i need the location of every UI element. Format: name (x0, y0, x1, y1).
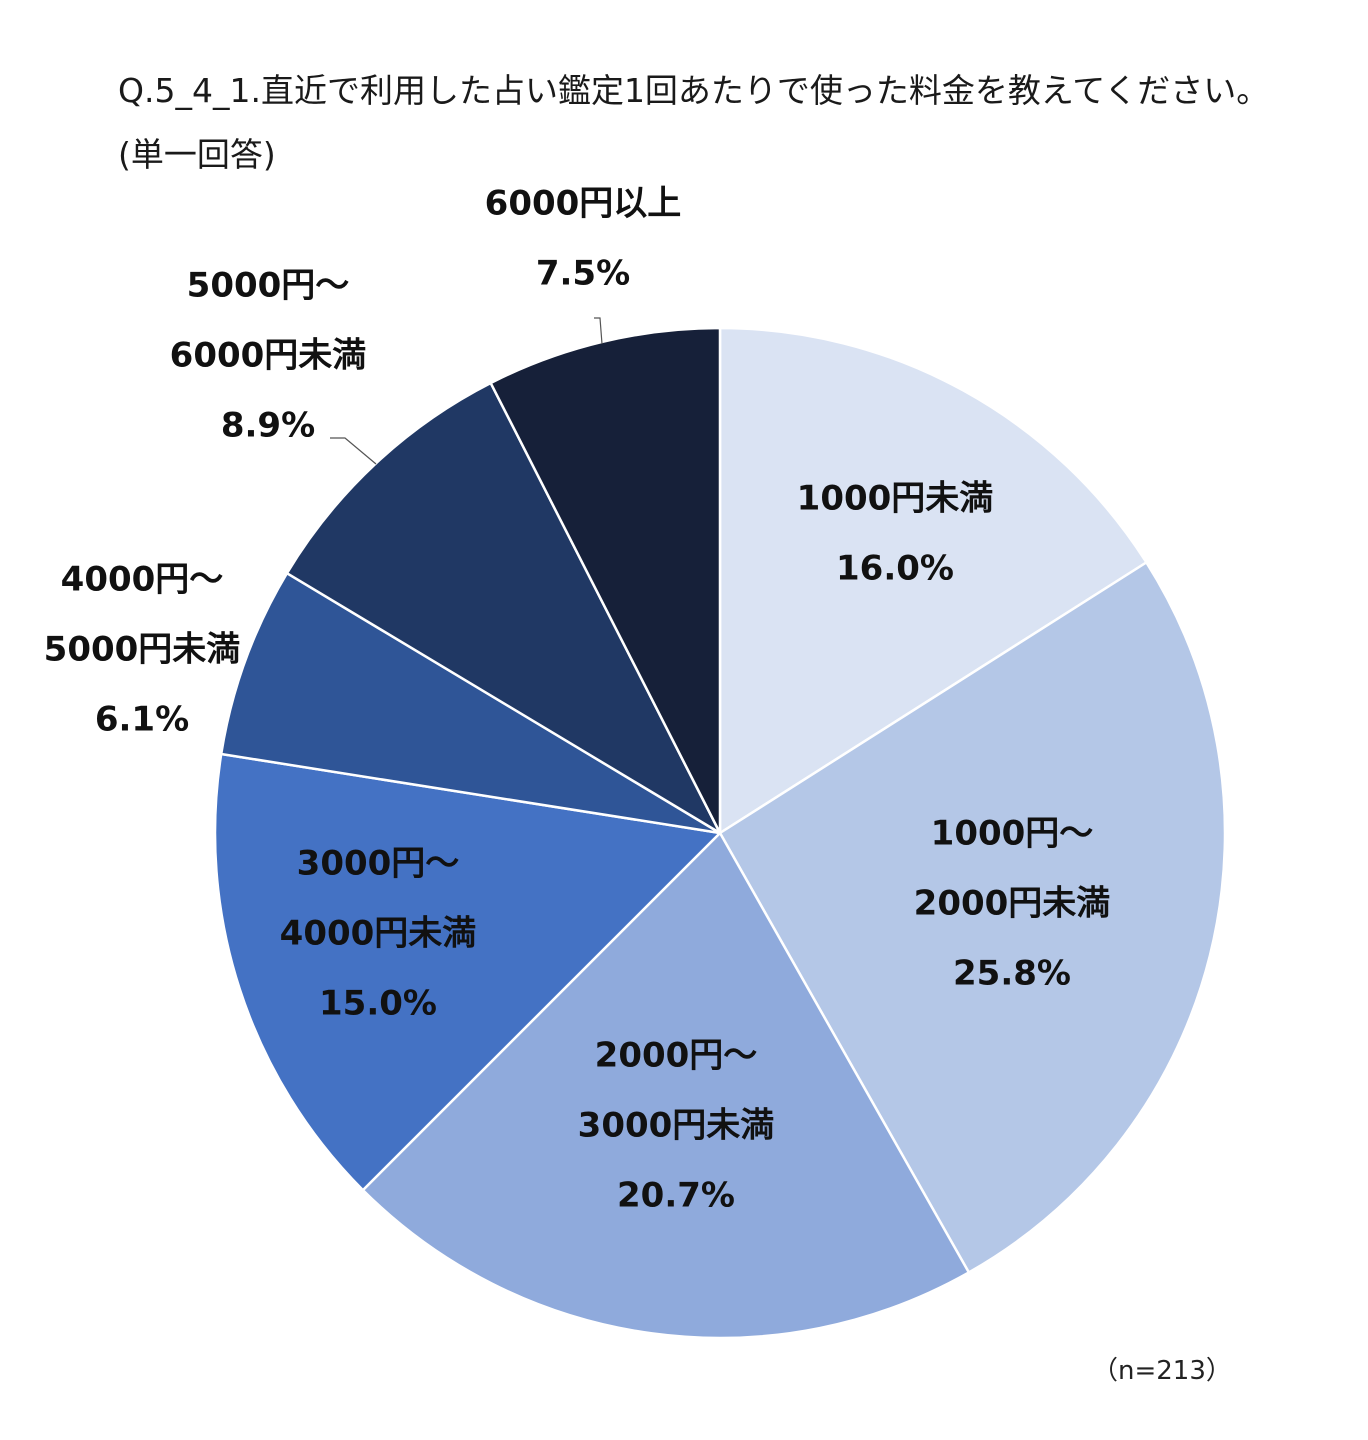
slice-category-2: 1000円～ (931, 814, 1094, 854)
slice-category-4: 3000円～ (297, 844, 460, 884)
slice-category-3: 3000円未満 (578, 1106, 775, 1146)
slice-label-3: 2000円～ 3000円未満 20.7% (578, 1036, 775, 1216)
pie-slice-1 (718, 326, 1148, 835)
slice-percent-2: 25.8% (953, 954, 1071, 994)
slice-label-4: 3000円～ 4000円未満 15.0% (280, 844, 477, 1024)
slice-percent-7: 7.5% (536, 254, 630, 294)
leader-line-6 (330, 437, 377, 465)
sample-size-note: （n=213） (1092, 1356, 1232, 1386)
pie-slice-5 (219, 571, 722, 835)
slice-category-3: 2000円～ (595, 1036, 758, 1076)
slice-label-7: 6000円以上 7.5% (485, 184, 682, 294)
slice-category-1: 1000円未満 (797, 479, 994, 519)
slice-category-4: 4000円未満 (280, 914, 477, 954)
slice-category-5: 5000円未満 (44, 630, 241, 670)
pie-slices (213, 326, 1227, 1340)
slice-percent-1: 16.0% (836, 549, 954, 589)
slice-label-5: 4000円～ 5000円未満 6.1% (44, 560, 241, 740)
pie-slice-4 (213, 752, 722, 1192)
slice-label-2: 1000円～ 2000円未満 25.8% (914, 814, 1111, 994)
slice-percent-4: 15.0% (319, 984, 437, 1024)
pie-slice-2 (718, 561, 1227, 1274)
leader-lines (330, 317, 603, 465)
leader-line-7 (594, 317, 603, 345)
slice-category-7: 6000円以上 (485, 184, 682, 224)
chart-title-line2: (単一回答) (118, 135, 276, 174)
slice-percent-5: 6.1% (95, 700, 189, 740)
slice-category-6: 6000円未満 (170, 336, 367, 376)
slice-label-1: 1000円未満 16.0% (797, 479, 994, 589)
slice-category-5: 4000円～ (61, 560, 224, 600)
chart-title-line1: Q.5_4_1.直近で利用した占い鑑定1回あたりで使った料金を教えてください。 (118, 71, 1270, 110)
slice-category-6: 5000円～ (187, 266, 350, 306)
slice-category-2: 2000円未満 (914, 884, 1111, 924)
pie-slice-3 (361, 831, 971, 1340)
slice-percent-6: 8.9% (221, 406, 315, 446)
slice-percent-3: 20.7% (617, 1176, 735, 1216)
slice-labels: 1000円未満 16.0% 1000円～ 2000円未満 25.8% 2000円～ 3000… (44, 184, 1111, 1216)
slice-label-6: 5000円～ 6000円未満 8.9% (170, 266, 367, 446)
